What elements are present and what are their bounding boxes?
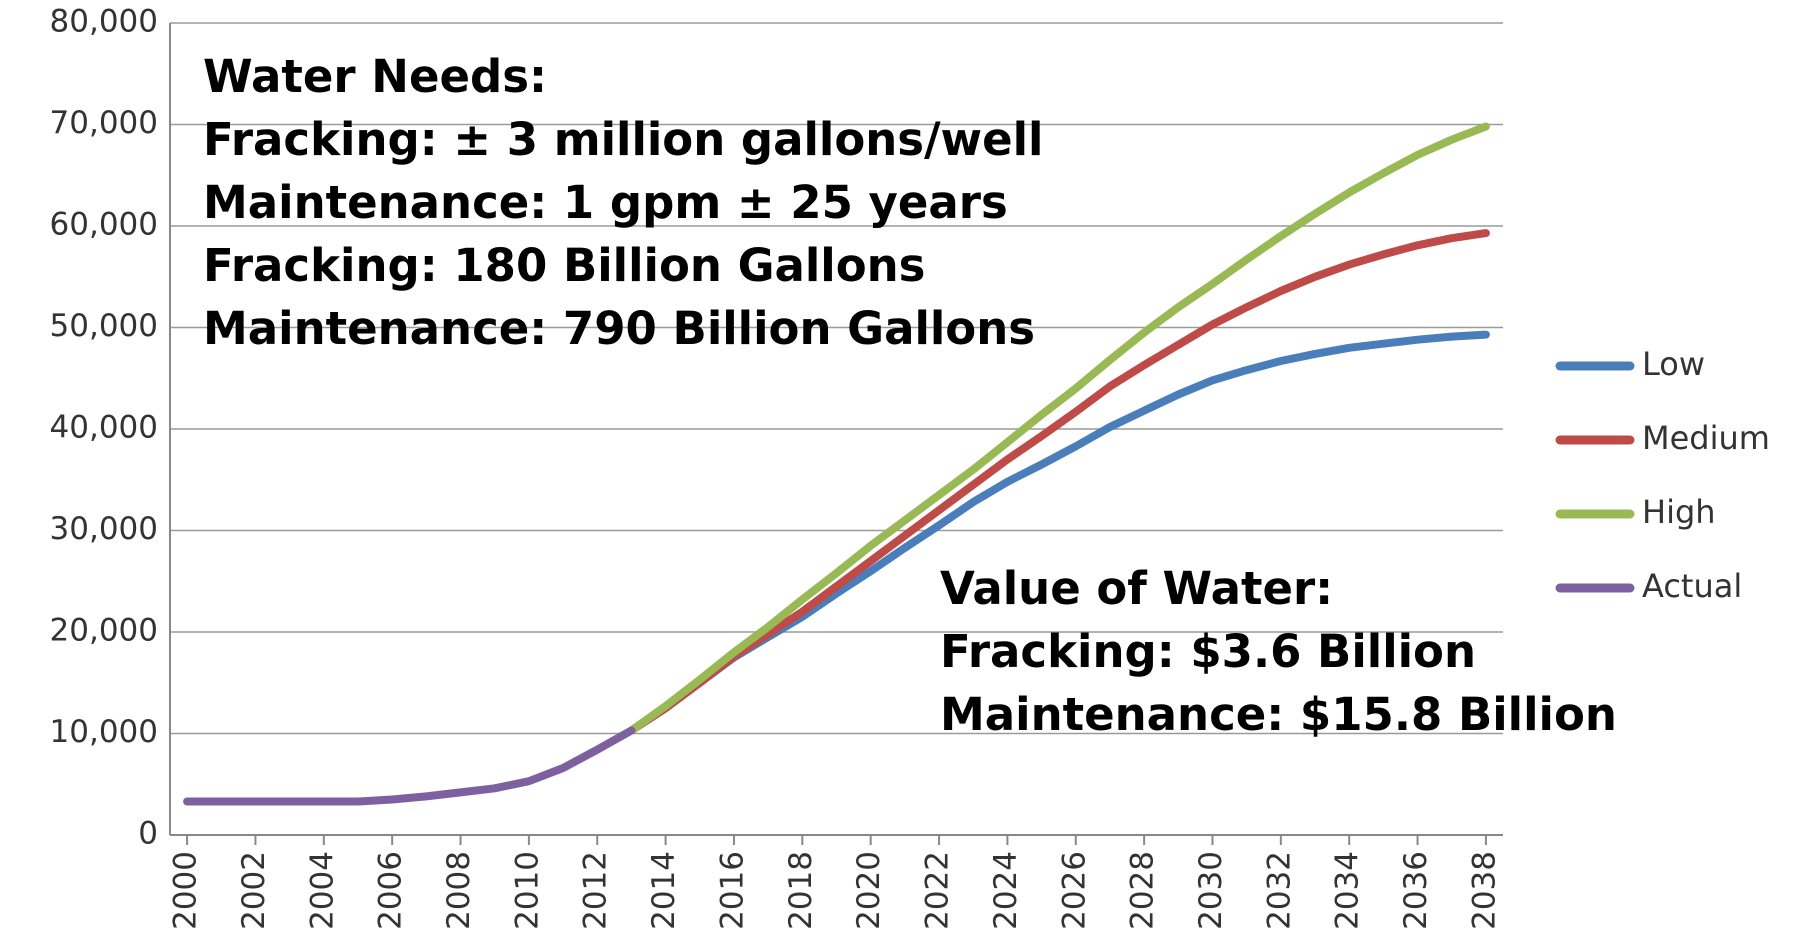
x-tick-label: 2002	[236, 851, 272, 930]
x-tick-label: 2034	[1330, 851, 1366, 930]
annotation: Maintenance: 1 gpm ± 25 years	[203, 176, 1008, 229]
x-tick-label: 2024	[988, 851, 1024, 930]
annotation: Value of Water:	[940, 562, 1333, 615]
annotation: Fracking: $3.6 Billion	[940, 625, 1476, 678]
annotation: Water Needs:	[203, 50, 547, 103]
x-tick-label: 2036	[1398, 851, 1434, 930]
x-tick-label: 2014	[646, 851, 682, 930]
x-tick-label: 2026	[1056, 851, 1092, 930]
x-tick-label: 2038	[1466, 851, 1502, 930]
annotation: Maintenance: 790 Billion Gallons	[203, 302, 1035, 355]
annotation: Fracking: ± 3 million gallons/well	[203, 113, 1043, 166]
y-tick-label: 0	[138, 816, 158, 852]
x-tick-label: 2030	[1193, 851, 1229, 930]
x-tick-label: 2016	[714, 851, 750, 930]
legend-label: Actual	[1642, 567, 1742, 605]
x-tick-label: 2010	[509, 851, 545, 930]
annotation: Maintenance: $15.8 Billion	[940, 688, 1617, 741]
y-tick-label: 70,000	[50, 105, 158, 141]
x-tick-label: 2000	[168, 851, 204, 930]
x-tick-label: 2006	[373, 851, 409, 930]
y-tick-label: 40,000	[50, 410, 158, 446]
x-tick-label: 2004	[304, 851, 340, 930]
y-tick-label: 80,000	[50, 4, 158, 40]
y-tick-label: 50,000	[50, 308, 158, 344]
series-line	[183, 726, 636, 806]
legend-label: Low	[1642, 345, 1705, 383]
x-tick-label: 2028	[1125, 851, 1161, 930]
x-tick-label: 2012	[578, 851, 614, 930]
x-tick-label: 2020	[851, 851, 887, 930]
y-tick-label: 20,000	[50, 613, 158, 649]
annotation: Fracking: 180 Billion Gallons	[203, 239, 925, 292]
series-line	[627, 122, 1490, 735]
x-tick-label: 2008	[441, 851, 477, 930]
y-tick-label: 30,000	[50, 511, 158, 547]
series-line	[627, 229, 1490, 735]
y-tick-label: 10,000	[50, 714, 158, 750]
x-tick-label: 2022	[920, 851, 956, 930]
legend-label: Medium	[1642, 419, 1770, 457]
x-tick-label: 2018	[783, 851, 819, 930]
legend-label: High	[1642, 493, 1716, 531]
x-tick-label: 2032	[1261, 851, 1297, 930]
y-tick-label: 60,000	[50, 207, 158, 243]
